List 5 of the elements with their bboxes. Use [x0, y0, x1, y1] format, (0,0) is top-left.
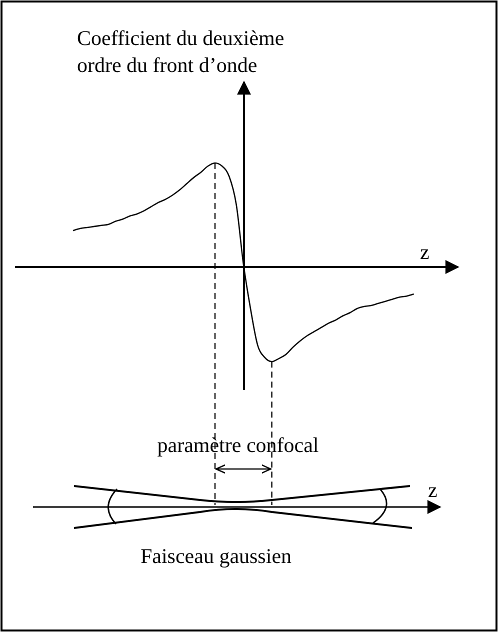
y-axis-title: Coefficient du deuxième ordre du front d’onde: [77, 26, 284, 77]
text: paramètre confocal: [157, 433, 319, 457]
text: Faisceau gaussien: [140, 544, 292, 568]
x-axis-title: z: [420, 240, 430, 264]
text: z: [428, 478, 438, 502]
